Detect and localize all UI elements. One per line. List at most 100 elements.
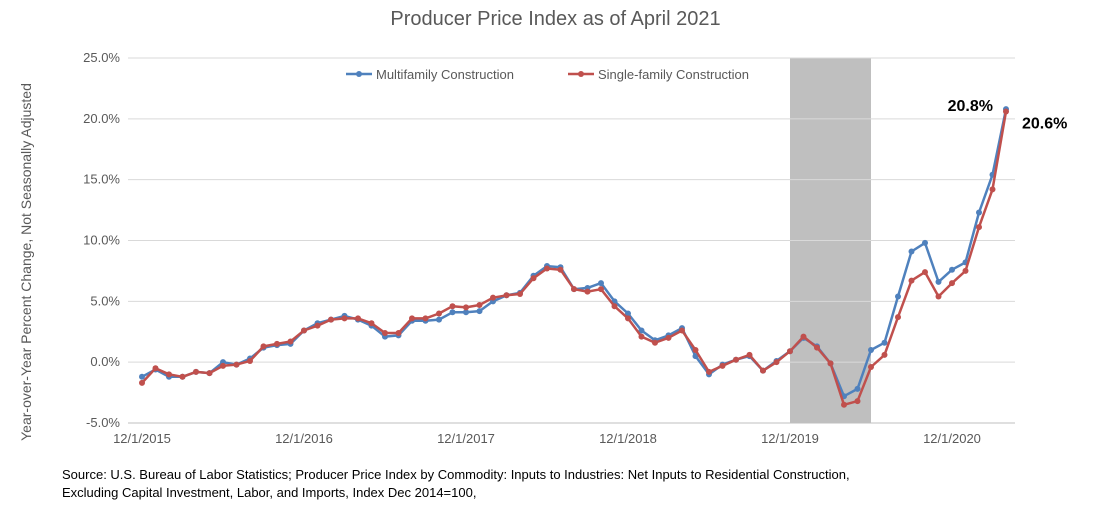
y-tick-label: 0.0% bbox=[90, 354, 120, 369]
data-point-single-family bbox=[814, 344, 820, 351]
data-point-single-family bbox=[989, 186, 996, 193]
data-point-multifamily bbox=[908, 248, 915, 255]
data-point-multifamily bbox=[895, 293, 901, 300]
data-point-single-family bbox=[625, 315, 631, 322]
data-point-single-family bbox=[152, 365, 159, 372]
data-point-single-family bbox=[382, 329, 388, 336]
data-point-single-family bbox=[881, 351, 888, 358]
data-point-single-family bbox=[895, 314, 901, 321]
data-point-single-family bbox=[355, 315, 361, 322]
data-point-single-family bbox=[341, 315, 348, 322]
x-tick-label: 12/1/2016 bbox=[275, 431, 333, 446]
data-point-single-family bbox=[854, 398, 861, 405]
legend-label: Multifamily Construction bbox=[376, 67, 514, 82]
data-point-single-family bbox=[638, 333, 645, 340]
data-point-single-family bbox=[679, 327, 685, 334]
data-point-single-family bbox=[652, 339, 658, 346]
annotation-multifamily: 20.8% bbox=[948, 98, 993, 115]
data-point-single-family bbox=[692, 347, 699, 353]
data-point-multifamily bbox=[638, 327, 645, 334]
data-point-single-family bbox=[193, 368, 199, 375]
data-point-single-family bbox=[409, 315, 415, 322]
data-point-single-family bbox=[260, 343, 267, 350]
data-point-single-family bbox=[544, 265, 550, 272]
data-point-single-family bbox=[247, 357, 253, 364]
data-point-single-family bbox=[449, 303, 456, 310]
data-point-single-family bbox=[922, 269, 928, 276]
y-tick-label: 10.0% bbox=[83, 233, 120, 248]
y-tick-label: 20.0% bbox=[83, 111, 120, 126]
x-tick-label: 12/1/2019 bbox=[761, 431, 819, 446]
data-point-single-family bbox=[287, 338, 294, 345]
data-point-single-family bbox=[490, 294, 496, 301]
data-point-multifamily bbox=[463, 309, 469, 316]
data-point-single-family bbox=[476, 301, 483, 308]
data-point-single-family bbox=[530, 275, 537, 282]
data-point-multifamily bbox=[922, 239, 928, 246]
data-point-single-family bbox=[976, 224, 982, 231]
source-note: Source: U.S. Bureau of Labor Statistics;… bbox=[62, 467, 850, 500]
data-point-multifamily bbox=[949, 266, 955, 273]
data-point-single-family bbox=[611, 303, 618, 310]
data-point-single-family bbox=[868, 364, 874, 371]
data-point-single-family bbox=[422, 315, 429, 322]
data-point-single-family bbox=[233, 361, 240, 368]
data-point-single-family bbox=[719, 362, 726, 369]
data-point-single-family bbox=[665, 334, 672, 341]
data-point-single-family bbox=[733, 356, 739, 363]
data-point-single-family bbox=[760, 367, 766, 374]
data-point-single-family bbox=[746, 351, 753, 358]
data-point-single-family bbox=[436, 310, 442, 317]
y-tick-label: 15.0% bbox=[83, 172, 120, 187]
data-point-multifamily bbox=[139, 373, 145, 380]
y-tick-label: -5.0% bbox=[86, 415, 120, 430]
y-tick-label: 25.0% bbox=[83, 50, 120, 65]
data-point-single-family bbox=[517, 291, 523, 298]
series-line-multifamily bbox=[141, 108, 1008, 398]
data-point-single-family bbox=[571, 286, 577, 293]
data-point-single-family bbox=[773, 359, 780, 366]
data-point-single-family bbox=[787, 348, 793, 355]
data-point-single-family bbox=[395, 329, 402, 336]
data-point-single-family bbox=[584, 288, 591, 295]
x-tick-label: 12/1/2018 bbox=[599, 431, 657, 446]
annotation-single-family: 20.6% bbox=[1022, 116, 1067, 133]
x-tick-label: 12/1/2020 bbox=[923, 431, 981, 446]
data-point-single-family bbox=[328, 316, 334, 323]
data-point-single-family bbox=[706, 368, 712, 375]
data-point-single-family bbox=[557, 266, 564, 273]
x-tick-label: 12/1/2015 bbox=[113, 431, 171, 446]
data-point-multifamily bbox=[598, 280, 604, 287]
data-point-multifamily bbox=[854, 385, 861, 392]
data-point-single-family bbox=[800, 333, 807, 340]
data-point-single-family bbox=[962, 267, 969, 274]
legend-marker bbox=[578, 71, 584, 77]
data-point-single-family bbox=[503, 292, 510, 299]
data-point-single-family bbox=[368, 320, 375, 327]
data-point-single-family bbox=[841, 401, 847, 408]
data-point-single-family bbox=[166, 371, 172, 378]
series-line-single-family bbox=[141, 111, 1008, 407]
data-point-multifamily bbox=[625, 310, 631, 317]
data-point-multifamily bbox=[881, 339, 888, 346]
chart-title: Producer Price Index as of April 2021 bbox=[390, 8, 721, 30]
data-point-single-family bbox=[949, 280, 955, 287]
data-point-single-family bbox=[935, 293, 942, 300]
x-tick-label: 12/1/2017 bbox=[437, 431, 495, 446]
data-point-single-family bbox=[301, 327, 307, 334]
legend-label: Single-family Construction bbox=[598, 67, 749, 82]
data-point-single-family bbox=[908, 277, 915, 284]
data-point-single-family bbox=[827, 360, 834, 367]
data-point-single-family bbox=[274, 340, 280, 347]
data-point-multifamily bbox=[868, 347, 874, 353]
data-point-multifamily bbox=[449, 309, 456, 316]
data-point-multifamily bbox=[935, 278, 942, 285]
data-point-single-family bbox=[206, 370, 213, 377]
data-point-single-family bbox=[314, 322, 321, 329]
legend-marker bbox=[356, 71, 362, 77]
y-tick-label: 5.0% bbox=[90, 293, 120, 308]
data-point-single-family bbox=[139, 379, 145, 386]
data-point-single-family bbox=[598, 286, 604, 293]
data-point-multifamily bbox=[476, 308, 483, 315]
